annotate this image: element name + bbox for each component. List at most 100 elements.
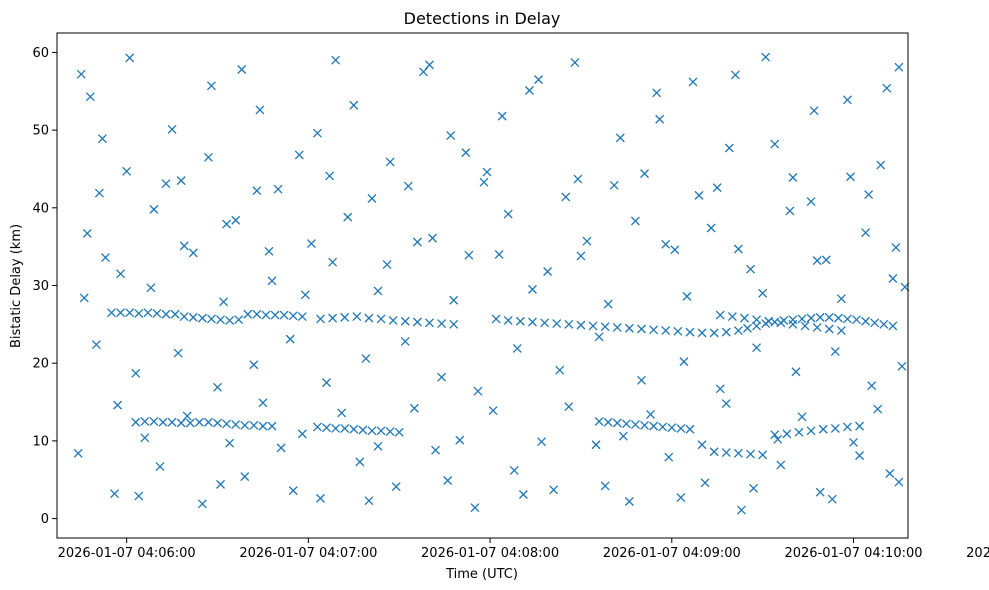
data-point: [630, 216, 640, 226]
data-point: [237, 65, 247, 74]
data-point: [721, 448, 731, 457]
data-point: [306, 239, 316, 249]
data-point: [706, 223, 716, 233]
data-point: [367, 194, 377, 203]
data-point: [122, 166, 132, 176]
data-point: [788, 319, 798, 329]
data-point: [261, 310, 271, 320]
data-point: [152, 309, 162, 318]
data-point: [537, 437, 547, 447]
data-point: [185, 418, 195, 428]
data-point: [685, 424, 695, 434]
data-point: [219, 297, 229, 307]
data-point: [328, 257, 338, 267]
data-point: [709, 447, 719, 457]
data-point: [791, 367, 801, 377]
data-point: [515, 316, 525, 326]
data-point: [649, 421, 659, 431]
data-point: [761, 52, 771, 62]
data-point: [600, 481, 610, 491]
data-point: [849, 437, 858, 447]
data-point: [143, 308, 153, 318]
data-point: [340, 423, 350, 433]
data-point: [231, 215, 241, 225]
data-point: [446, 131, 456, 141]
data-point: [573, 174, 583, 184]
data-point: [155, 462, 165, 471]
data-point: [167, 417, 177, 427]
data-point: [161, 309, 171, 319]
data-point: [782, 429, 792, 439]
data-point: [216, 479, 225, 489]
data-point: [888, 321, 898, 331]
data-point: [325, 171, 335, 181]
data-point: [225, 438, 235, 448]
data-point: [788, 173, 798, 182]
data-point: [216, 315, 225, 325]
data-point: [149, 204, 159, 214]
data-point: [688, 77, 698, 87]
data-point: [879, 319, 889, 329]
data-point: [125, 308, 135, 318]
data-point: [770, 139, 780, 149]
data-point: [288, 486, 298, 496]
x-tick-label: 2026-01-07 04:11:00: [966, 546, 989, 561]
data-point: [740, 313, 749, 323]
data-point: [276, 443, 286, 453]
data-point: [658, 422, 668, 432]
data-point: [149, 417, 159, 426]
data-point: [715, 310, 725, 320]
data-point: [764, 316, 774, 326]
data-point: [842, 95, 852, 105]
chart-title: Detections in Delay: [404, 9, 561, 28]
data-point: [222, 419, 232, 429]
data-point: [373, 441, 383, 451]
data-point: [100, 253, 110, 262]
data-point: [131, 417, 141, 427]
data-point: [249, 360, 259, 370]
data-point: [376, 314, 386, 324]
data-point: [509, 465, 519, 475]
data-point: [852, 315, 861, 325]
data-point: [79, 293, 89, 303]
data-point: [116, 308, 126, 318]
data-point: [603, 299, 613, 309]
y-tick-label: 0: [41, 512, 49, 527]
y-tick-label: 10: [32, 434, 49, 449]
data-point: [818, 424, 828, 434]
data-point: [494, 249, 504, 259]
series-track-lower-segment-4: [709, 421, 865, 460]
data-point: [382, 260, 392, 269]
data-point: [730, 70, 740, 80]
data-point: [855, 421, 865, 431]
data-point: [470, 503, 480, 513]
data-point: [116, 269, 126, 279]
data-point: [297, 429, 307, 439]
data-point: [312, 422, 322, 432]
data-point: [376, 426, 386, 436]
data-point: [855, 451, 865, 461]
data-point: [449, 319, 459, 329]
data-point: [182, 411, 192, 421]
y-tick-label: 20: [32, 357, 49, 372]
data-point: [673, 326, 683, 336]
data-point: [203, 152, 213, 162]
data-point: [85, 92, 95, 102]
data-point: [364, 313, 374, 323]
data-point: [749, 483, 759, 493]
data-point: [425, 60, 434, 70]
data-point: [340, 312, 350, 322]
data-point: [249, 420, 259, 430]
data-point: [437, 372, 447, 382]
data-point: [885, 469, 895, 478]
series-clutter: [73, 52, 910, 515]
data-point: [833, 313, 843, 323]
data-point: [661, 239, 671, 249]
data-point: [894, 62, 904, 72]
data-point: [243, 309, 253, 319]
data-point: [428, 233, 437, 243]
data-point: [594, 417, 604, 426]
data-point: [697, 328, 707, 338]
data-point: [497, 111, 507, 121]
